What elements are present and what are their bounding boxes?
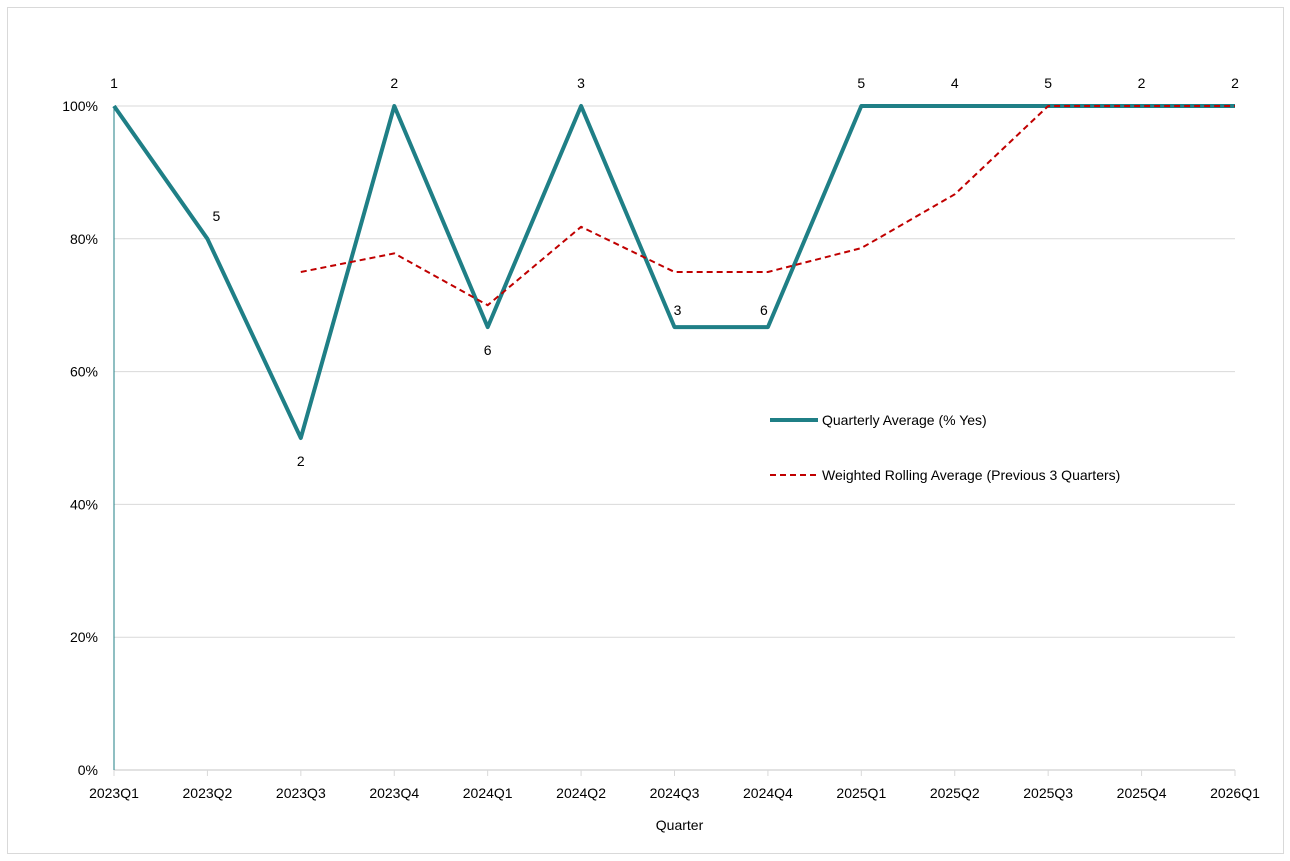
series-layer <box>112 104 1235 440</box>
y-tick-label: 20% <box>70 629 98 645</box>
x-tick-label: 2025Q1 <box>836 785 886 801</box>
axes: 0% 20% 40% 60% 80% 100% 2023Q1 2023Q2 2023Q3 2023… <box>62 98 1260 801</box>
data-label: 4 <box>951 75 959 91</box>
chart-frame <box>7 7 1284 854</box>
data-label: 1 <box>110 75 118 91</box>
data-label: 2 <box>297 453 305 469</box>
x-tick-label: 2024Q4 <box>743 785 793 801</box>
data-label: 5 <box>857 75 865 91</box>
x-tick-label: 2025Q3 <box>1023 785 1073 801</box>
data-label: 6 <box>760 302 768 318</box>
data-label: 2 <box>1231 75 1239 91</box>
legend-label-weighted-rolling-average: Weighted Rolling Average (Previous 3 Qua… <box>822 467 1120 483</box>
x-tick-label: 2025Q4 <box>1117 785 1167 801</box>
y-tick-label: 60% <box>70 364 98 380</box>
data-label: 2 <box>1138 75 1146 91</box>
data-labels: 1 5 2 2 6 3 3 6 5 4 5 2 2 <box>110 75 1239 469</box>
legend-label-quarterly-average: Quarterly Average (% Yes) <box>822 412 987 428</box>
series-line-weighted-rolling-average <box>300 105 1235 307</box>
y-tick-label: 40% <box>70 496 98 512</box>
y-tick-label: 0% <box>78 762 98 778</box>
data-label: 6 <box>484 342 492 358</box>
y-tick-label: 80% <box>70 231 98 247</box>
legend: Quarterly Average (% Yes) Weighted Rolli… <box>770 412 1120 483</box>
x-tick-label: 2026Q1 <box>1210 785 1260 801</box>
x-tick-label: 2023Q1 <box>89 785 139 801</box>
x-tick-label: 2024Q1 <box>463 785 513 801</box>
x-tick-label: 2023Q2 <box>183 785 233 801</box>
data-label: 5 <box>1044 75 1052 91</box>
data-label: 5 <box>213 208 221 224</box>
x-tick-label: 2023Q4 <box>369 785 419 801</box>
series-line-quarterly-average <box>112 104 1235 440</box>
data-label: 2 <box>390 75 398 91</box>
x-tick-label: 2025Q2 <box>930 785 980 801</box>
x-axis-title: Quarter <box>656 817 704 833</box>
x-tick-label: 2024Q2 <box>556 785 606 801</box>
gridlines <box>114 105 1235 638</box>
data-label: 3 <box>674 302 682 318</box>
data-label: 3 <box>577 75 585 91</box>
x-tick-label: 2023Q3 <box>276 785 326 801</box>
y-tick-label: 100% <box>62 98 98 114</box>
x-tick-label: 2024Q3 <box>650 785 700 801</box>
